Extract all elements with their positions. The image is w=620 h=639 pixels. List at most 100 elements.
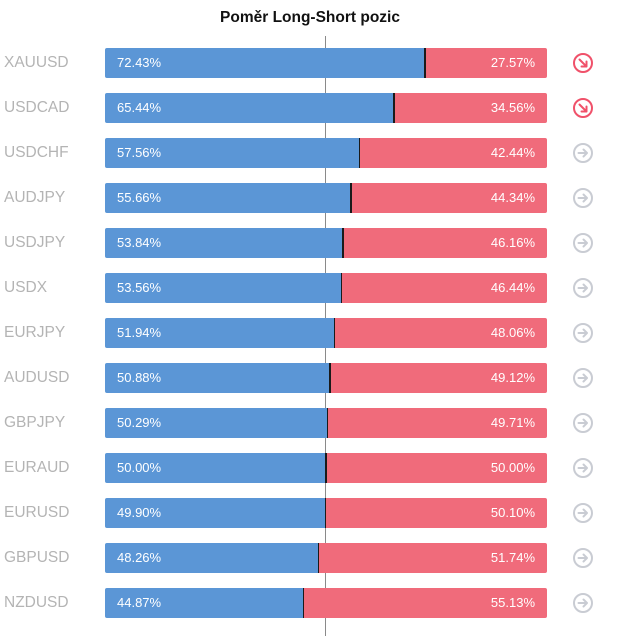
bar-row: USDJPY 53.84% 46.16% [0,228,620,258]
split-marker [302,588,305,618]
bar-row: AUDUSD 50.88% 49.12% [0,363,620,393]
short-percent-label: 55.13% [490,595,535,610]
symbol-label: USDX [4,279,48,296]
long-bar [105,588,304,618]
short-bar [351,183,547,213]
long-percent-label: 50.00% [117,460,162,475]
split-marker [340,273,343,303]
short-bar [303,588,547,618]
bar-row: XAUUSD 72.43% 27.57% [0,48,620,78]
arrow-right-icon [573,143,593,163]
long-bar [105,228,343,258]
split-marker [317,543,320,573]
bar-row: GBPJPY 50.29% 49.71% [0,408,620,438]
arrow-down-right-icon [573,98,593,118]
long-bar [105,318,335,348]
long-percent-label: 53.56% [117,280,162,295]
arrow-right-icon [573,278,593,298]
split-marker [342,228,344,258]
long-bar [105,498,326,528]
symbol-label: USDJPY [4,234,66,251]
short-percent-label: 49.12% [490,370,535,385]
short-bar [359,138,547,168]
bar-row: NZDUSD 44.87% 55.13% [0,588,620,618]
symbol-label: USDCHF [4,144,69,161]
long-percent-label: 50.88% [117,370,162,385]
short-bar [341,273,547,303]
symbol-label: NZDUSD [4,594,69,611]
long-percent-label: 44.87% [117,595,162,610]
symbol-label: EURAUD [4,459,70,476]
bar-row: USDCHF 57.56% 42.44% [0,138,620,168]
long-bar [105,48,426,78]
long-bar [105,273,342,303]
symbol-label: XAUUSD [4,54,69,71]
split-marker [326,408,329,438]
arrow-right-icon [573,188,593,208]
bar-row: EURJPY 51.94% 48.06% [0,318,620,348]
short-bar [425,48,547,78]
symbol-label: USDCAD [4,99,70,116]
symbol-label: EURJPY [4,324,66,341]
short-bar [327,408,547,438]
long-bar [105,93,395,123]
long-percent-label: 72.43% [117,55,162,70]
split-marker [393,93,395,123]
short-bar [342,228,547,258]
symbol-label: AUDJPY [4,189,66,206]
arrow-down-right-icon [573,53,593,73]
long-bar [105,138,360,168]
short-bar [326,453,547,483]
long-bar [105,363,330,393]
long-percent-label: 65.44% [117,100,162,115]
symbol-label: GBPUSD [4,549,70,566]
bar-row: EURUSD 49.90% 50.10% [0,498,620,528]
short-bar [394,93,547,123]
split-marker [324,498,327,528]
arrow-right-icon [573,593,593,613]
split-marker [358,138,361,168]
short-percent-label: 48.06% [490,325,535,340]
split-marker [350,183,352,213]
bar-row: AUDJPY 55.66% 44.34% [0,183,620,213]
bar-row: USDX 53.56% 46.44% [0,273,620,303]
arrow-right-icon [573,413,593,433]
short-percent-label: 49.71% [490,415,535,430]
long-bar [105,543,319,573]
arrow-right-icon [573,458,593,478]
short-percent-label: 42.44% [490,145,535,160]
long-percent-label: 48.26% [117,550,162,565]
split-marker [333,318,336,348]
short-bar [329,363,547,393]
arrow-right-icon [573,233,593,253]
short-percent-label: 50.00% [490,460,535,475]
symbol-label: GBPJPY [4,414,66,431]
long-bar [105,183,352,213]
short-bar [325,498,547,528]
short-bar [334,318,547,348]
split-marker [329,363,331,393]
long-percent-label: 57.56% [117,145,162,160]
split-marker [424,48,426,78]
long-bar [105,408,328,438]
long-percent-label: 53.84% [117,235,162,250]
long-percent-label: 55.66% [117,190,162,205]
chart-title: Poměr Long-Short pozic [220,9,400,26]
long-percent-label: 51.94% [117,325,162,340]
short-percent-label: 34.56% [490,100,535,115]
short-percent-label: 46.44% [490,280,535,295]
arrow-right-icon [573,323,593,343]
short-percent-label: 46.16% [490,235,535,250]
split-marker [325,453,327,483]
long-bar [105,453,326,483]
arrow-right-icon [573,548,593,568]
arrow-right-icon [573,368,593,388]
short-percent-label: 50.10% [490,505,535,520]
short-percent-label: 27.57% [490,55,535,70]
long-percent-label: 49.90% [117,505,162,520]
bar-row: EURAUD 50.00% 50.00% [0,453,620,483]
bar-row: GBPUSD 48.26% 51.74% [0,543,620,573]
short-percent-label: 51.74% [490,550,535,565]
short-bar [318,543,547,573]
symbol-label: AUDUSD [4,369,70,386]
